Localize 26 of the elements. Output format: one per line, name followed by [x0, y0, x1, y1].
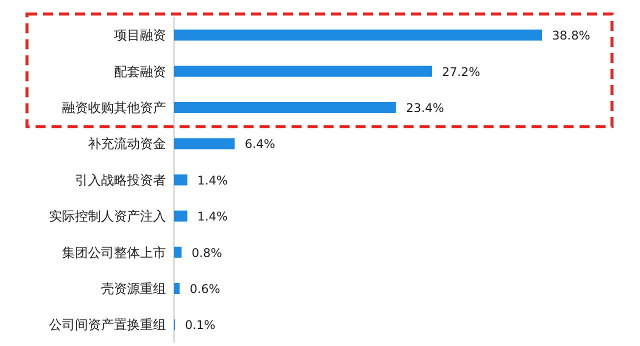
data-label: 1.4%: [197, 173, 228, 188]
data-label: 0.8%: [192, 246, 222, 260]
bar: [174, 138, 235, 150]
bar: [174, 102, 396, 113]
y-tick-label: 项目融资: [114, 28, 166, 44]
data-label: 6.4%: [244, 137, 276, 152]
y-tick-label: 实际控制人资产注入: [49, 210, 166, 225]
data-label: 1.4%: [197, 210, 228, 224]
y-tick-label: 公司间资产置换重组: [49, 318, 166, 334]
y-tick-label: 融资收购其他资产: [62, 101, 166, 116]
data-label: 23.4%: [406, 101, 444, 115]
y-tick-label: 引入战略投资者: [75, 173, 166, 188]
y-tick-label: 配套融资: [114, 64, 166, 80]
data-label: 0.6%: [190, 282, 220, 296]
data-label: 0.1%: [184, 318, 216, 332]
y-tick-label: 集团公司整体上市: [62, 246, 166, 261]
bar: [174, 246, 182, 258]
bar: [174, 283, 180, 294]
y-tick-label: 补充流动资金: [88, 136, 166, 152]
y-tick-label: 壳资源重组: [101, 282, 166, 297]
bar: [174, 30, 542, 41]
bar: [174, 210, 188, 222]
bar: [174, 174, 188, 186]
data-label: 38.8%: [552, 28, 590, 43]
data-label: 27.2%: [442, 64, 480, 79]
bar: [174, 66, 432, 77]
